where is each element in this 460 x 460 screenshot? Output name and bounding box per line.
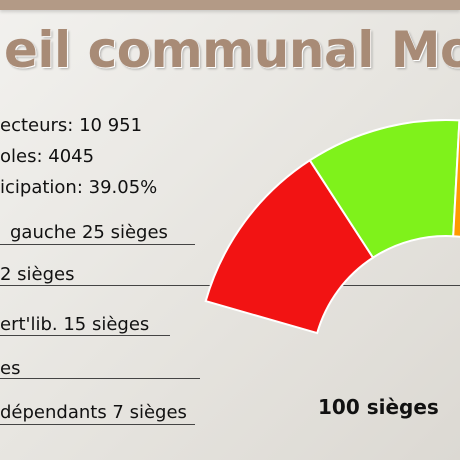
top-rule [0,0,460,10]
stat-turnout: icipation: 39.05% [0,177,158,198]
party-label-2: 2 sièges [0,264,75,285]
party-label-4: es [0,358,21,379]
stat-ballots: oles: 4045 [0,146,95,167]
party-rule-5 [0,424,195,425]
party-rule-1 [0,244,195,245]
page-title: eil communal Mo [4,21,460,79]
party-label-3: ert'lib. 15 sièges [0,314,150,335]
party-rule-3 [0,335,170,336]
party-label-1: gauche 25 sièges [10,222,168,243]
stats-block: ecteurs: 10 951 oles: 4045 icipation: 39… [0,110,157,203]
party-rule-4 [0,378,200,379]
stat-voters: ecteurs: 10 951 [0,115,143,136]
party-label-5: dépendants 7 sièges [0,402,187,423]
hemicycle-slice-3 [452,119,460,238]
total-seats-label: 100 sièges [318,395,439,419]
